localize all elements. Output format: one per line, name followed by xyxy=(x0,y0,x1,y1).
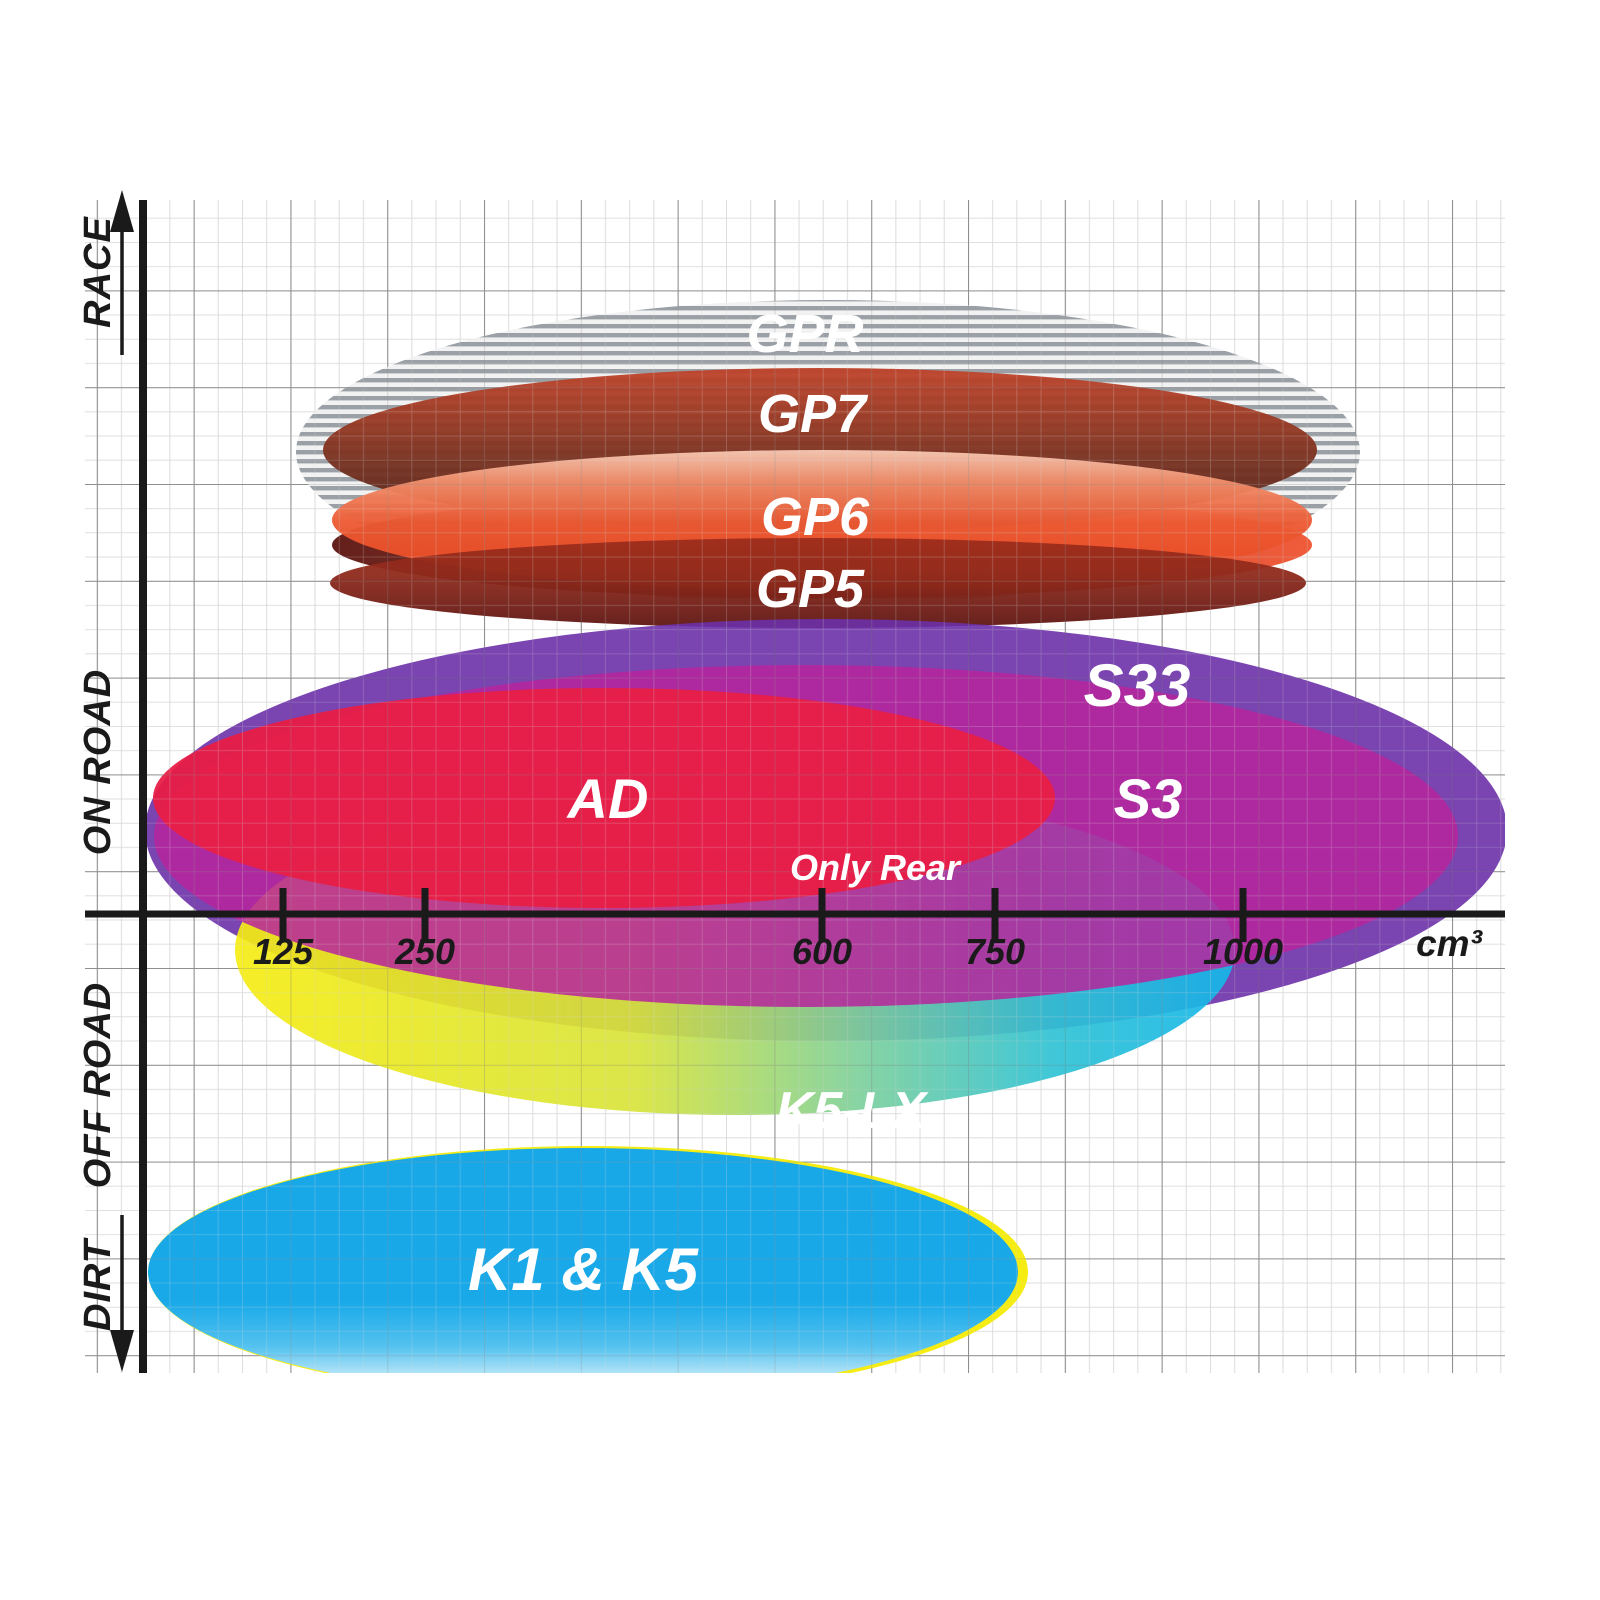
x-axis-ticks xyxy=(279,888,1247,942)
axes xyxy=(85,190,1505,1373)
plot-area xyxy=(85,200,1505,1373)
dirt-direction-arrow xyxy=(110,1215,134,1372)
race-direction-arrow xyxy=(110,190,134,355)
